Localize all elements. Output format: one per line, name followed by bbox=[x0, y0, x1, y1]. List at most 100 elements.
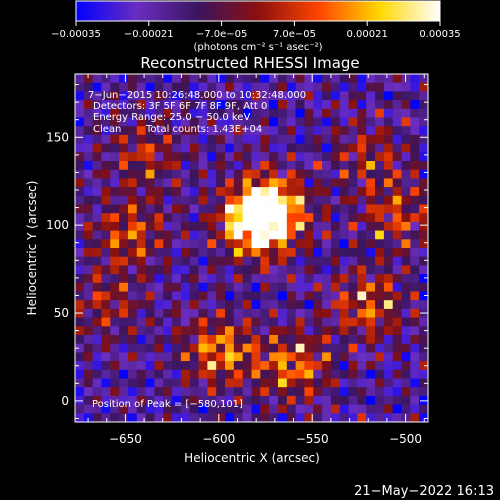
heatmap-cell bbox=[119, 100, 129, 110]
heatmap-cell bbox=[189, 178, 199, 188]
heatmap-cell bbox=[189, 169, 199, 179]
heatmap-cell bbox=[330, 187, 341, 197]
heatmap-cell bbox=[136, 274, 146, 284]
heatmap-cell bbox=[154, 100, 164, 110]
heatmap-cell bbox=[251, 404, 261, 414]
heatmap-cell bbox=[313, 100, 323, 110]
heatmap-cells bbox=[75, 74, 429, 423]
heatmap-cell bbox=[225, 326, 235, 336]
heatmap-cell bbox=[410, 82, 420, 92]
heatmap-cell bbox=[189, 117, 199, 127]
heatmap-cell bbox=[92, 152, 102, 162]
heatmap-cell bbox=[286, 221, 296, 231]
heatmap-cell bbox=[322, 395, 332, 405]
heatmap-cell bbox=[136, 82, 146, 92]
heatmap-cell bbox=[348, 335, 358, 344]
heatmap-cell bbox=[75, 326, 85, 336]
heatmap-cell bbox=[286, 387, 296, 397]
heatmap-cell bbox=[83, 143, 93, 153]
heatmap-cell bbox=[189, 100, 199, 110]
heatmap-cell bbox=[172, 378, 182, 388]
heatmap-cell bbox=[269, 300, 279, 310]
heatmap-cell bbox=[180, 256, 191, 266]
heatmap-cell bbox=[348, 308, 358, 318]
heatmap-cell bbox=[145, 335, 155, 344]
heatmap-cell bbox=[119, 274, 129, 284]
heatmap-cell bbox=[366, 361, 376, 371]
heatmap-cell bbox=[216, 274, 226, 284]
heatmap-cell bbox=[277, 352, 288, 362]
heatmap-cell bbox=[145, 169, 155, 179]
heatmap-cell bbox=[136, 300, 146, 310]
heatmap-cell bbox=[322, 248, 332, 257]
heatmap-cell bbox=[366, 143, 376, 153]
heatmap-cell bbox=[339, 413, 349, 423]
heatmap-cell bbox=[127, 378, 138, 388]
x-tick-label: −550 bbox=[296, 432, 329, 446]
heatmap-cell bbox=[154, 187, 164, 197]
heatmap-cell bbox=[216, 317, 226, 327]
heatmap-cell bbox=[163, 387, 173, 397]
heatmap-cell bbox=[163, 265, 173, 275]
heatmap-cell bbox=[189, 343, 199, 353]
heatmap-cell bbox=[145, 152, 155, 162]
heatmap-cell bbox=[295, 108, 305, 118]
heatmap-cell bbox=[136, 178, 146, 188]
heatmap-cell bbox=[348, 291, 358, 301]
colorbar-tick-label: −0.00021 bbox=[124, 29, 174, 40]
heatmap-cell bbox=[401, 143, 411, 153]
heatmap-cell bbox=[189, 352, 199, 362]
heatmap-cell bbox=[277, 204, 288, 214]
heatmap-cell bbox=[75, 274, 85, 284]
heatmap-cell bbox=[357, 239, 367, 249]
heatmap-cell bbox=[180, 404, 191, 414]
heatmap-cell bbox=[251, 169, 261, 179]
heatmap-cell bbox=[383, 117, 394, 127]
heatmap-cell bbox=[304, 204, 314, 214]
heatmap-cell bbox=[286, 126, 296, 136]
heatmap-cell bbox=[304, 291, 314, 301]
heatmap-cell bbox=[136, 187, 146, 197]
heatmap-cell bbox=[198, 178, 208, 188]
heatmap-cell bbox=[233, 308, 243, 318]
heatmap-cell bbox=[330, 239, 341, 249]
heatmap-cell bbox=[198, 387, 208, 397]
heatmap-cell bbox=[260, 343, 270, 353]
heatmap-cell bbox=[339, 108, 349, 118]
heatmap-cell bbox=[339, 230, 349, 240]
heatmap-cell bbox=[260, 387, 270, 397]
heatmap-cell bbox=[383, 326, 394, 336]
heatmap-cell bbox=[313, 395, 323, 405]
heatmap-cell bbox=[119, 152, 129, 162]
heatmap-cell bbox=[101, 161, 111, 170]
heatmap-cell bbox=[251, 204, 261, 214]
heatmap-cell bbox=[330, 74, 341, 83]
heatmap-cell bbox=[163, 221, 173, 231]
heatmap-cell bbox=[216, 91, 226, 101]
heatmap-cell bbox=[313, 152, 323, 162]
heatmap-cell bbox=[216, 395, 226, 405]
heatmap-cell bbox=[154, 378, 164, 388]
heatmap-cell bbox=[207, 161, 217, 170]
heatmap-cell bbox=[180, 282, 191, 292]
heatmap-cell bbox=[92, 404, 102, 414]
heatmap-cell bbox=[172, 291, 182, 301]
heatmap-cell bbox=[330, 308, 341, 318]
heatmap-cell bbox=[366, 291, 376, 301]
heatmap-cell bbox=[286, 230, 296, 240]
heatmap-cell bbox=[75, 239, 85, 249]
heatmap-cell bbox=[127, 100, 138, 110]
heatmap-cell bbox=[269, 187, 279, 197]
heatmap-cell bbox=[330, 378, 341, 388]
heatmap-cell bbox=[225, 404, 235, 414]
heatmap-cell bbox=[101, 274, 111, 284]
heatmap-cell bbox=[225, 134, 235, 144]
heatmap-cell bbox=[154, 134, 164, 144]
heatmap-cell bbox=[392, 134, 402, 144]
heatmap-cell bbox=[383, 308, 394, 318]
heatmap-cell bbox=[216, 117, 226, 127]
heatmap-cell bbox=[375, 100, 385, 110]
heatmap-cell bbox=[233, 413, 243, 423]
heatmap-cell bbox=[216, 256, 226, 266]
heatmap-cell bbox=[119, 378, 129, 388]
